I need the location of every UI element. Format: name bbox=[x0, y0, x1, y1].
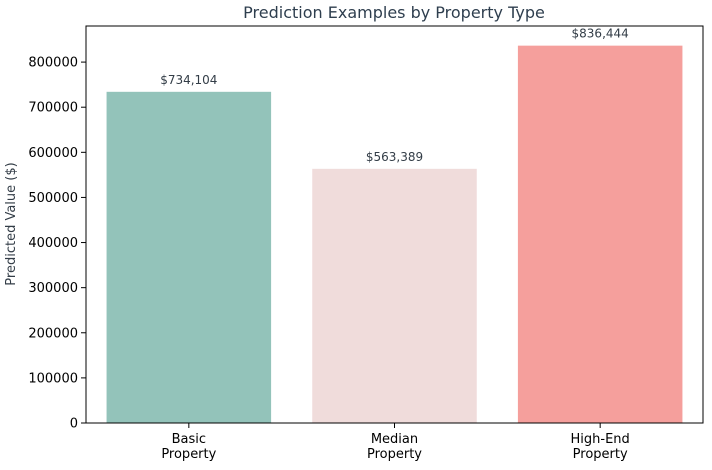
bar-value-label-1: $563,389 bbox=[366, 150, 423, 164]
y-tick-label-0: 0 bbox=[70, 417, 78, 432]
y-tick-label-6: 600000 bbox=[28, 146, 78, 161]
axis-ticks-group: BasicPropertyMedianPropertyHigh-EndPrope… bbox=[28, 56, 629, 462]
plot-frame bbox=[85, 25, 704, 424]
bar-value-label-0: $734,104 bbox=[160, 73, 217, 87]
y-tick-label-4: 400000 bbox=[28, 236, 78, 251]
chart-title: Prediction Examples by Property Type bbox=[243, 3, 545, 22]
bar-0 bbox=[106, 91, 272, 423]
y-tick-label-3: 300000 bbox=[28, 281, 78, 296]
x-tick-label-0-1: Property bbox=[161, 447, 216, 462]
bar-value-label-2: $836,444 bbox=[572, 27, 629, 41]
x-tick-label-2-0: High-End bbox=[571, 432, 630, 447]
y-tick-label-2: 200000 bbox=[28, 326, 78, 341]
y-tick-label-7: 700000 bbox=[28, 101, 78, 116]
bar-2 bbox=[517, 45, 683, 424]
bar-1 bbox=[312, 168, 477, 423]
x-tick-label-1-1: Property bbox=[367, 447, 422, 462]
y-axis-label: Predicted Value ($) bbox=[4, 162, 19, 285]
x-tick-label-0-0: Basic bbox=[172, 432, 206, 447]
y-tick-label-5: 500000 bbox=[28, 191, 78, 206]
x-tick-label-2-1: Property bbox=[573, 447, 628, 462]
y-tick-label-1: 100000 bbox=[28, 371, 78, 386]
y-tick-label-8: 800000 bbox=[28, 56, 78, 71]
x-tick-label-1-0: Median bbox=[371, 432, 418, 447]
bars-group: $734,104 $563,389 $836,444 bbox=[106, 27, 683, 424]
